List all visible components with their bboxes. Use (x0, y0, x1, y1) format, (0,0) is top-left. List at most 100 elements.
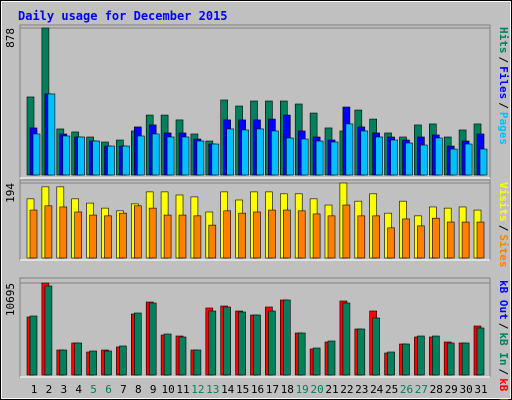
x-tick-label: 7 (120, 383, 127, 396)
bar (256, 128, 264, 176)
bar (104, 350, 112, 376)
bar (89, 350, 97, 376)
bar (238, 212, 246, 259)
bar (417, 225, 425, 259)
bar (253, 314, 261, 376)
bar (238, 311, 246, 376)
bar (357, 328, 366, 376)
bar (420, 144, 428, 176)
bar (166, 136, 175, 176)
bar (29, 315, 38, 376)
x-tick-label: 24 (370, 383, 384, 396)
legend-separator: / (497, 225, 510, 232)
bar (74, 211, 82, 259)
x-tick-label: 29 (445, 383, 458, 396)
bar (330, 141, 339, 176)
bar (464, 143, 473, 176)
bar (223, 306, 231, 376)
x-tick-label: 2 (46, 383, 53, 396)
x-tick-label: 3 (60, 383, 67, 396)
x-tick-label: 23 (355, 383, 368, 396)
bar (402, 218, 410, 259)
bar (327, 215, 336, 259)
legend-entry: Files (497, 66, 510, 99)
bar (461, 221, 470, 259)
legend-separator: / (497, 57, 510, 64)
x-tick-label: 8 (135, 383, 142, 396)
bar (342, 204, 351, 259)
bar (181, 136, 190, 176)
bar (208, 310, 217, 376)
y-max-label: 878 (4, 28, 17, 48)
bar (476, 221, 485, 259)
bar (89, 214, 97, 259)
bar (345, 123, 354, 176)
bar (446, 342, 455, 376)
x-tick-label: 1 (31, 383, 38, 396)
bar (390, 139, 398, 176)
bar (449, 148, 458, 176)
x-tick-label: 16 (251, 383, 264, 396)
bar (208, 224, 217, 259)
x-tick-label: 15 (236, 383, 249, 396)
x-tick-label: 17 (266, 383, 279, 396)
bar (241, 129, 249, 176)
bar (315, 140, 324, 176)
bar (178, 214, 187, 259)
bar (268, 310, 276, 376)
bar (282, 299, 291, 376)
bar (375, 136, 384, 176)
bar (134, 205, 142, 259)
legend: Visits / Sites (497, 182, 510, 268)
x-tick-label: 4 (75, 383, 82, 396)
bar (193, 215, 202, 259)
bar (446, 221, 455, 259)
bar (148, 302, 157, 376)
bar (62, 135, 71, 176)
bar (107, 145, 115, 176)
bar (92, 140, 100, 176)
legend: Hits / Files / Pages (497, 27, 510, 145)
bar (137, 135, 145, 176)
x-tick-label: 6 (105, 383, 112, 396)
bar (479, 148, 488, 176)
bar (434, 137, 443, 176)
bar (271, 130, 279, 176)
bar (119, 345, 127, 376)
x-tick-label: 5 (90, 383, 97, 396)
bar (297, 332, 306, 376)
bar (285, 137, 294, 176)
bar (151, 133, 160, 176)
bar (342, 302, 351, 376)
x-tick-label: 30 (459, 383, 472, 396)
x-tick-label: 28 (430, 383, 443, 396)
bar (387, 227, 395, 259)
legend-entry: kB In (497, 332, 510, 365)
x-tick-label: 18 (281, 383, 294, 396)
bar (476, 327, 485, 376)
bar (431, 335, 440, 376)
x-tick-label: 25 (385, 383, 398, 396)
bar (47, 93, 56, 176)
bar (163, 214, 172, 259)
bar (193, 349, 202, 376)
legend-entry: Visits (497, 182, 510, 222)
legend-separator: / (497, 102, 510, 109)
bar (119, 212, 127, 259)
bar (372, 317, 381, 376)
x-tick-label: 31 (474, 383, 487, 396)
legend-entry: Hits (497, 27, 510, 54)
legend-entry: kB F (497, 378, 510, 400)
y-max-label: 10695 (4, 283, 17, 316)
legend-separator: / (497, 323, 510, 330)
bar (196, 140, 205, 176)
x-tick-label: 10 (161, 383, 174, 396)
bar (32, 133, 41, 176)
bar (44, 205, 53, 259)
bar (223, 210, 231, 259)
x-tick-label: 21 (325, 383, 338, 396)
bar (360, 130, 369, 176)
